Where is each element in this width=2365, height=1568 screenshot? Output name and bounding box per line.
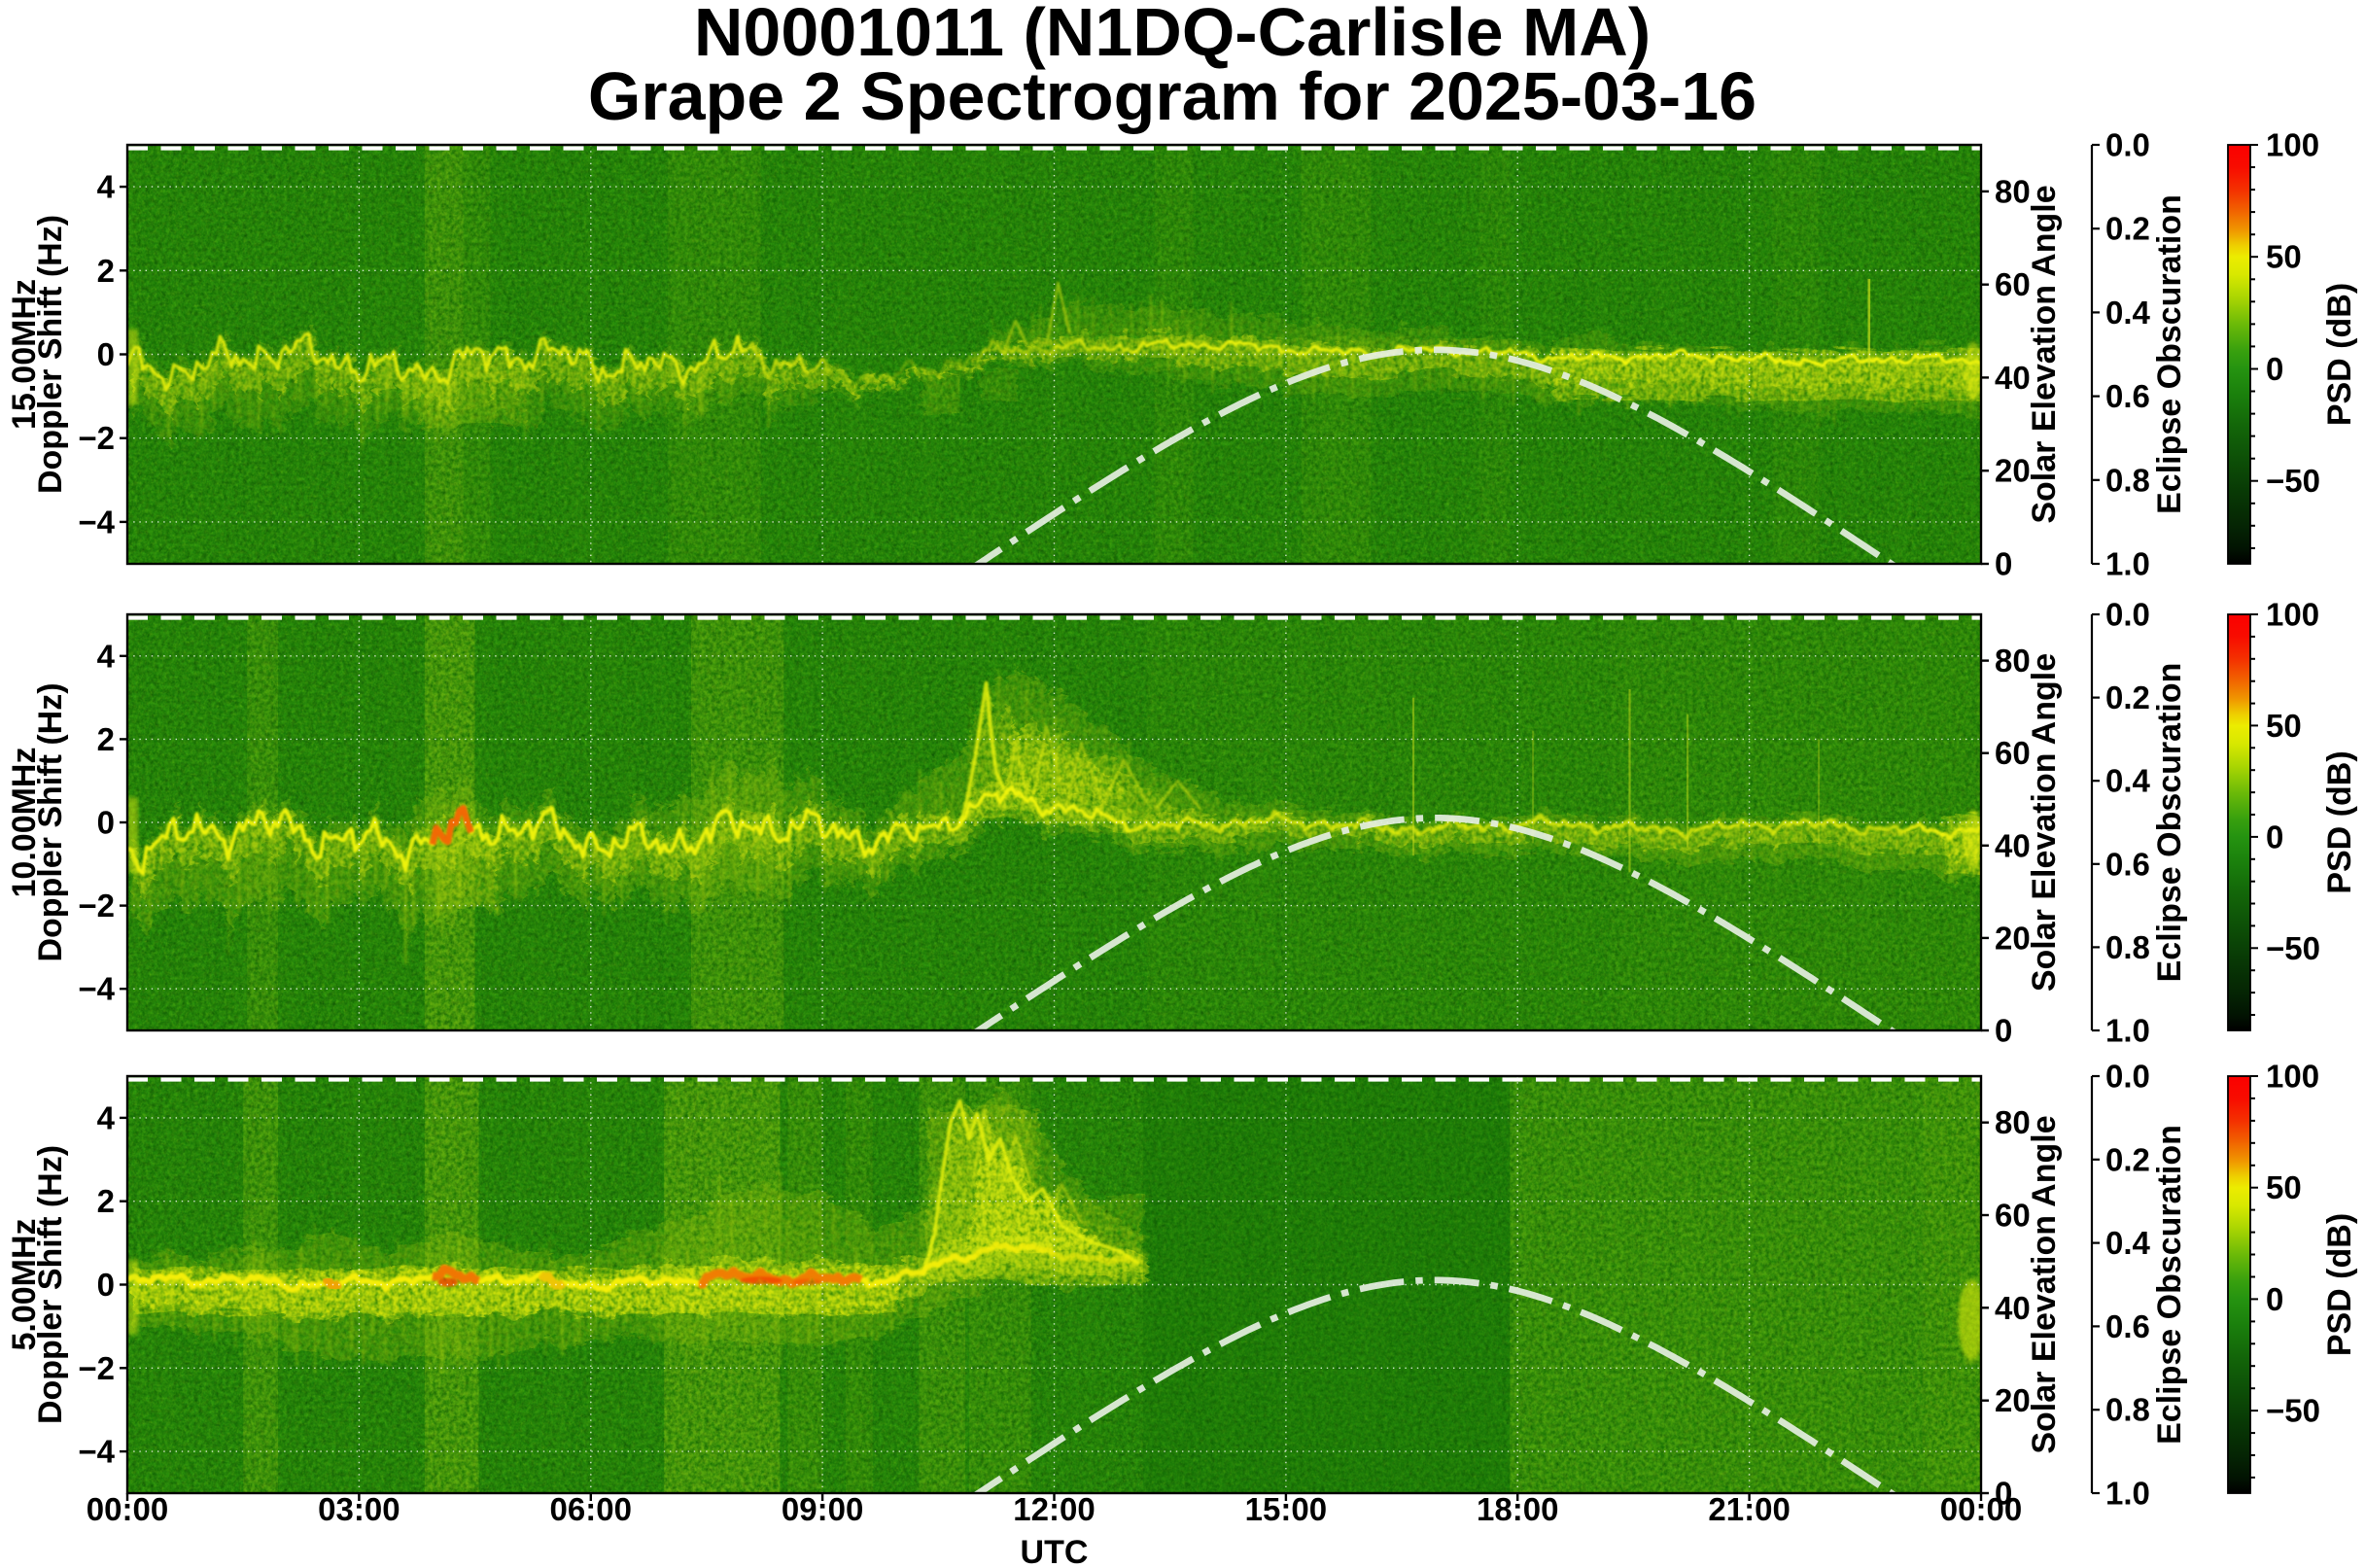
svg-text:80: 80	[1995, 643, 2031, 679]
svg-text:Doppler Shift (Hz): Doppler Shift (Hz)	[32, 215, 69, 494]
svg-text:20: 20	[1995, 453, 2031, 489]
svg-text:0.6: 0.6	[2105, 846, 2150, 882]
svg-text:12:00: 12:00	[1013, 1491, 1095, 1527]
svg-text:0.8: 0.8	[2105, 1392, 2150, 1428]
svg-text:20: 20	[1995, 1382, 2031, 1418]
svg-text:100: 100	[2266, 597, 2319, 633]
svg-text:0: 0	[1995, 1476, 2012, 1512]
svg-text:−50: −50	[2266, 1393, 2320, 1429]
svg-text:0.0: 0.0	[2105, 597, 2150, 633]
svg-text:−50: −50	[2266, 463, 2320, 499]
svg-text:40: 40	[1995, 360, 2031, 396]
svg-text:−4: −4	[78, 1434, 115, 1470]
svg-text:0.0: 0.0	[2105, 127, 2150, 163]
svg-text:0: 0	[2266, 819, 2283, 854]
svg-text:1.0: 1.0	[2105, 546, 2150, 582]
svg-text:03:00: 03:00	[318, 1491, 400, 1527]
svg-text:0.6: 0.6	[2105, 1308, 2150, 1344]
svg-text:0: 0	[97, 805, 115, 841]
svg-text:Solar Elevation Angle: Solar Elevation Angle	[2026, 653, 2063, 992]
svg-text:50: 50	[2266, 708, 2302, 744]
svg-text:0.4: 0.4	[2105, 295, 2151, 331]
svg-text:PSD (dB): PSD (dB)	[2321, 1213, 2358, 1356]
svg-text:15.00MHz: 15.00MHz	[6, 279, 43, 430]
svg-text:0.4: 0.4	[2105, 1225, 2151, 1261]
svg-text:4: 4	[97, 1099, 116, 1135]
svg-text:0.2: 0.2	[2105, 1141, 2150, 1177]
svg-text:0.6: 0.6	[2105, 378, 2150, 414]
svg-text:Eclipse Obscuration: Eclipse Obscuration	[2151, 663, 2188, 983]
svg-text:4: 4	[97, 169, 116, 205]
svg-text:−2: −2	[78, 888, 115, 923]
svg-text:60: 60	[1995, 735, 2031, 771]
svg-text:0: 0	[1995, 546, 2012, 582]
svg-text:−4: −4	[78, 504, 115, 540]
svg-text:PSD (dB): PSD (dB)	[2321, 750, 2358, 893]
svg-text:80: 80	[1995, 173, 2031, 209]
svg-text:Solar Elevation Angle: Solar Elevation Angle	[2026, 185, 2063, 523]
svg-text:2: 2	[97, 253, 115, 289]
svg-text:0.8: 0.8	[2105, 929, 2150, 965]
svg-text:−50: −50	[2266, 930, 2320, 966]
svg-text:Eclipse Obscuration: Eclipse Obscuration	[2151, 194, 2188, 514]
svg-text:60: 60	[1995, 266, 2031, 302]
svg-text:N0001011 (N1DQ-Carlisle MA): N0001011 (N1DQ-Carlisle MA)	[694, 0, 1651, 70]
svg-text:0.4: 0.4	[2105, 763, 2151, 799]
svg-text:0.2: 0.2	[2105, 679, 2150, 715]
svg-text:18:00: 18:00	[1477, 1491, 1558, 1527]
svg-text:40: 40	[1995, 1290, 2031, 1326]
svg-text:21:00: 21:00	[1708, 1491, 1790, 1527]
svg-text:100: 100	[2266, 1059, 2319, 1095]
svg-text:00:00: 00:00	[1940, 1491, 2022, 1527]
svg-text:40: 40	[1995, 827, 2031, 863]
svg-text:0: 0	[2266, 351, 2283, 387]
svg-text:−4: −4	[78, 971, 115, 1007]
svg-text:4: 4	[97, 638, 116, 674]
svg-text:0: 0	[1995, 1013, 2012, 1049]
svg-text:0.2: 0.2	[2105, 211, 2150, 247]
svg-text:−2: −2	[78, 420, 115, 456]
svg-text:0.8: 0.8	[2105, 462, 2150, 498]
svg-text:−2: −2	[78, 1350, 115, 1386]
svg-text:0: 0	[97, 1267, 115, 1303]
svg-text:5.00MHz: 5.00MHz	[6, 1218, 43, 1350]
svg-text:UTC: UTC	[1021, 1534, 1089, 1568]
svg-text:0: 0	[2266, 1281, 2283, 1317]
svg-text:Solar Elevation Angle: Solar Elevation Angle	[2026, 1115, 2063, 1453]
svg-text:1.0: 1.0	[2105, 1476, 2150, 1512]
svg-text:50: 50	[2266, 1169, 2302, 1205]
svg-text:2: 2	[97, 721, 115, 757]
svg-text:Doppler Shift (Hz): Doppler Shift (Hz)	[32, 1145, 69, 1424]
svg-text:2: 2	[97, 1183, 115, 1219]
svg-text:06:00: 06:00	[550, 1491, 632, 1527]
svg-text:Doppler Shift (Hz): Doppler Shift (Hz)	[32, 682, 69, 961]
svg-text:Eclipse Obscuration: Eclipse Obscuration	[2151, 1125, 2188, 1445]
svg-text:1.0: 1.0	[2105, 1013, 2150, 1049]
svg-text:0.0: 0.0	[2105, 1059, 2150, 1095]
svg-text:20: 20	[1995, 920, 2031, 956]
svg-text:10.00MHz: 10.00MHz	[6, 748, 43, 898]
svg-text:80: 80	[1995, 1104, 2031, 1140]
svg-text:15:00: 15:00	[1245, 1491, 1327, 1527]
svg-text:Grape 2 Spectrogram for 2025-0: Grape 2 Spectrogram for 2025-03-16	[588, 58, 1756, 134]
svg-text:0: 0	[97, 336, 115, 372]
svg-text:100: 100	[2266, 127, 2319, 163]
svg-text:09:00: 09:00	[782, 1491, 863, 1527]
svg-text:60: 60	[1995, 1198, 2031, 1234]
svg-text:50: 50	[2266, 239, 2302, 275]
svg-text:PSD (dB): PSD (dB)	[2321, 283, 2358, 426]
svg-text:00:00: 00:00	[87, 1491, 168, 1527]
